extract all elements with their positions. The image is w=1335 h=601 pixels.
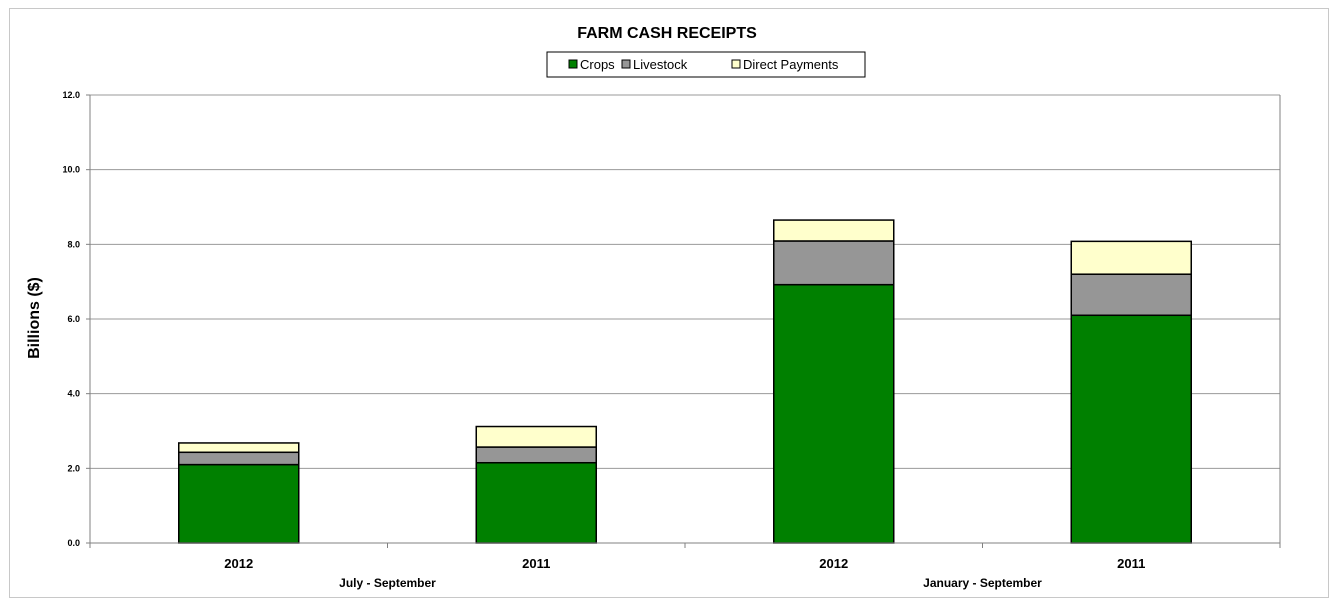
x-group-label: July - September [339, 576, 436, 590]
y-tick-label: 8.0 [67, 239, 80, 249]
x-category-label: 2012 [819, 556, 848, 571]
y-tick-label: 6.0 [67, 314, 80, 324]
legend-box [546, 51, 866, 78]
bars [178, 219, 1192, 544]
chart-title: FARM CASH RECEIPTS [577, 25, 757, 42]
y-tick-label: 4.0 [67, 389, 80, 399]
bar-segment-crops [178, 463, 300, 544]
bar-segment-direct-payments [178, 442, 300, 454]
x-category-label: 2011 [1117, 556, 1145, 571]
x-category-label: 2011 [522, 556, 550, 571]
legend-label-direct-payments: Direct Payments [743, 57, 839, 72]
bar-segment-crops [1070, 314, 1192, 544]
chart-frame [9, 8, 1329, 598]
bar-segment-crops [773, 283, 895, 544]
bar-segment-direct-payments [1070, 240, 1192, 275]
y-tick-label: 12.0 [62, 90, 80, 100]
legend-swatch-crops [568, 59, 578, 69]
bar-segment-livestock [1070, 273, 1192, 317]
bar-segment-livestock [178, 451, 300, 466]
axis-labels: 0.0 2.0 4.0 6.0 8.0 10.0 12.0 2012 2011 2012 2011 J… [62, 90, 1145, 590]
bar-segment-crops [475, 461, 597, 544]
bar-segment-direct-payments [475, 425, 597, 448]
y-axis-label: Billions ($) [26, 277, 43, 359]
x-category-label: 2012 [224, 556, 253, 571]
axes [86, 94, 1281, 548]
bar-segment-direct-payments [773, 219, 895, 242]
bar-segment-livestock [773, 240, 895, 286]
legend-label-crops: Crops [580, 57, 615, 72]
legend-label-livestock: Livestock [633, 57, 688, 72]
x-group-label: January - September [923, 576, 1042, 590]
y-tick-label: 0.0 [67, 538, 80, 548]
y-tick-label: 10.0 [62, 165, 80, 175]
legend-swatch-direct-payments [731, 59, 741, 69]
legend-swatch-livestock [621, 59, 631, 69]
bar-segment-livestock [475, 446, 597, 464]
y-tick-label: 2.0 [67, 463, 80, 473]
legend: Crops Livestock Direct Payments [546, 51, 866, 78]
